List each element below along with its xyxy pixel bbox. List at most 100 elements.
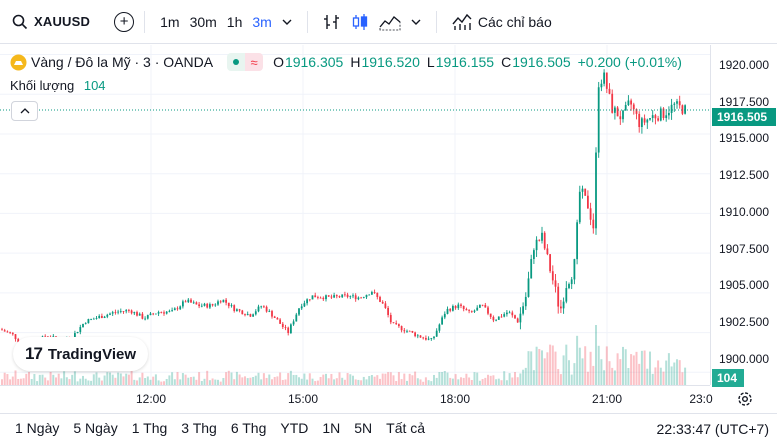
interval-30m[interactable]: 30m	[189, 13, 217, 30]
range-ytd[interactable]: YTD	[280, 420, 309, 436]
volume-bar	[387, 372, 390, 385]
candle-body	[192, 302, 195, 304]
candle-body	[90, 318, 92, 320]
candle-body	[460, 304, 462, 306]
close-key: C	[501, 54, 512, 70]
volume-bar	[532, 370, 535, 385]
volume-bar	[643, 350, 646, 385]
candle-body	[516, 318, 519, 323]
volume-bar	[125, 373, 128, 385]
candle-body	[300, 306, 303, 309]
volume-bar	[157, 380, 160, 385]
volume-bar	[311, 378, 314, 385]
candle-body	[133, 312, 136, 314]
price-scale[interactable]: 1920.000 1917.500 1915.000 1912.500 1910…	[710, 45, 777, 387]
volume-bar	[71, 374, 74, 385]
candle-body	[365, 294, 368, 298]
volume-bar	[662, 371, 665, 385]
volume-bar	[573, 363, 576, 385]
candle-body	[279, 319, 281, 324]
volume-bar	[330, 373, 333, 385]
volume-bar	[419, 379, 422, 385]
candle-body	[330, 296, 333, 298]
range-all[interactable]: Tất cả	[386, 420, 426, 436]
volume-bar	[576, 335, 579, 385]
candle-body	[641, 118, 643, 127]
candle-body	[457, 304, 460, 309]
candle-body	[635, 109, 638, 114]
volume-bar	[17, 379, 20, 385]
volume-bar	[76, 381, 79, 385]
candle-body	[82, 323, 84, 328]
interval-dropdown-chevron-icon[interactable]	[282, 19, 292, 25]
candle-body	[249, 314, 252, 317]
candle-body	[376, 292, 379, 297]
volume-bar	[619, 359, 622, 385]
volume-bar	[676, 359, 678, 385]
candle-body	[314, 295, 317, 298]
candle-body	[168, 310, 171, 312]
candle-body	[233, 305, 236, 311]
volume-bar	[608, 361, 611, 385]
interval-1h[interactable]: 1h	[226, 13, 243, 30]
volume-bar	[578, 347, 581, 385]
volume-bar	[446, 372, 449, 385]
tradingview-logo[interactable]: 17 TradingView	[13, 337, 149, 371]
price-scale-label: 1905.000	[718, 278, 769, 292]
symbol-search[interactable]: XAUUSD	[0, 0, 90, 43]
candle-body	[403, 330, 406, 332]
candle-body	[311, 295, 314, 300]
bar-chart-type-icon[interactable]	[323, 13, 341, 31]
volume-bar	[114, 377, 117, 385]
volume-bar	[554, 351, 557, 385]
candle-body	[368, 294, 371, 296]
chart-settings-button[interactable]	[736, 390, 754, 408]
clock-timezone[interactable]: 22:33:47 (UTC+7)	[656, 420, 769, 437]
candle-body	[298, 308, 300, 315]
area-chart-type-icon[interactable]	[379, 13, 401, 31]
compare-add-icon[interactable]: +	[114, 11, 135, 32]
volume-bar	[373, 376, 376, 385]
interval-1m[interactable]: 1m	[160, 13, 180, 30]
range-1-month[interactable]: 1 Thg	[131, 420, 168, 436]
volume-bar	[524, 367, 527, 385]
volume-bar	[11, 376, 14, 385]
volume-bar	[473, 372, 476, 385]
volume-bar	[98, 377, 101, 385]
volume-bar	[181, 373, 184, 385]
volume-bar	[289, 370, 292, 385]
volume-bar	[327, 378, 330, 385]
candlestick-chart-type-icon[interactable]	[351, 13, 369, 31]
collapse-legend-button[interactable]	[11, 101, 38, 121]
candle-body	[395, 323, 398, 325]
candle-body	[584, 188, 587, 196]
chart-type-dropdown-chevron-icon[interactable]	[411, 19, 421, 25]
time-scale[interactable]: 12:00 15:00 18:00 21:00 23:0	[0, 385, 713, 413]
candle-body	[524, 296, 527, 307]
candle-body	[470, 311, 473, 312]
range-5-years[interactable]: 5N	[354, 420, 373, 436]
candle-body	[449, 308, 452, 311]
range-1-day[interactable]: 1 Ngày	[15, 420, 60, 436]
volume-bar	[605, 346, 608, 385]
candle-body	[373, 292, 376, 293]
volume-bar	[92, 374, 95, 385]
range-6-months[interactable]: 6 Thg	[230, 420, 267, 436]
candle-body	[371, 292, 373, 295]
market-status-badge[interactable]: ≈	[227, 53, 264, 71]
candlestick-chart[interactable]	[0, 45, 710, 385]
chart-pane[interactable]	[0, 45, 710, 385]
interval-3m[interactable]: 3m	[252, 13, 272, 30]
candle-body	[684, 105, 686, 114]
indicators-button[interactable]: Các chỉ báo	[452, 13, 552, 31]
candle-body	[317, 297, 319, 299]
range-1-year[interactable]: 1N	[322, 420, 341, 436]
candle-body	[673, 103, 676, 105]
candle-body	[587, 195, 589, 209]
candle-body	[287, 327, 290, 334]
range-5-days[interactable]: 5 Ngày	[73, 420, 118, 436]
range-3-months[interactable]: 3 Thg	[181, 420, 217, 436]
candle-body	[573, 259, 576, 280]
candle-body	[422, 337, 425, 339]
volume-bar	[357, 379, 360, 385]
